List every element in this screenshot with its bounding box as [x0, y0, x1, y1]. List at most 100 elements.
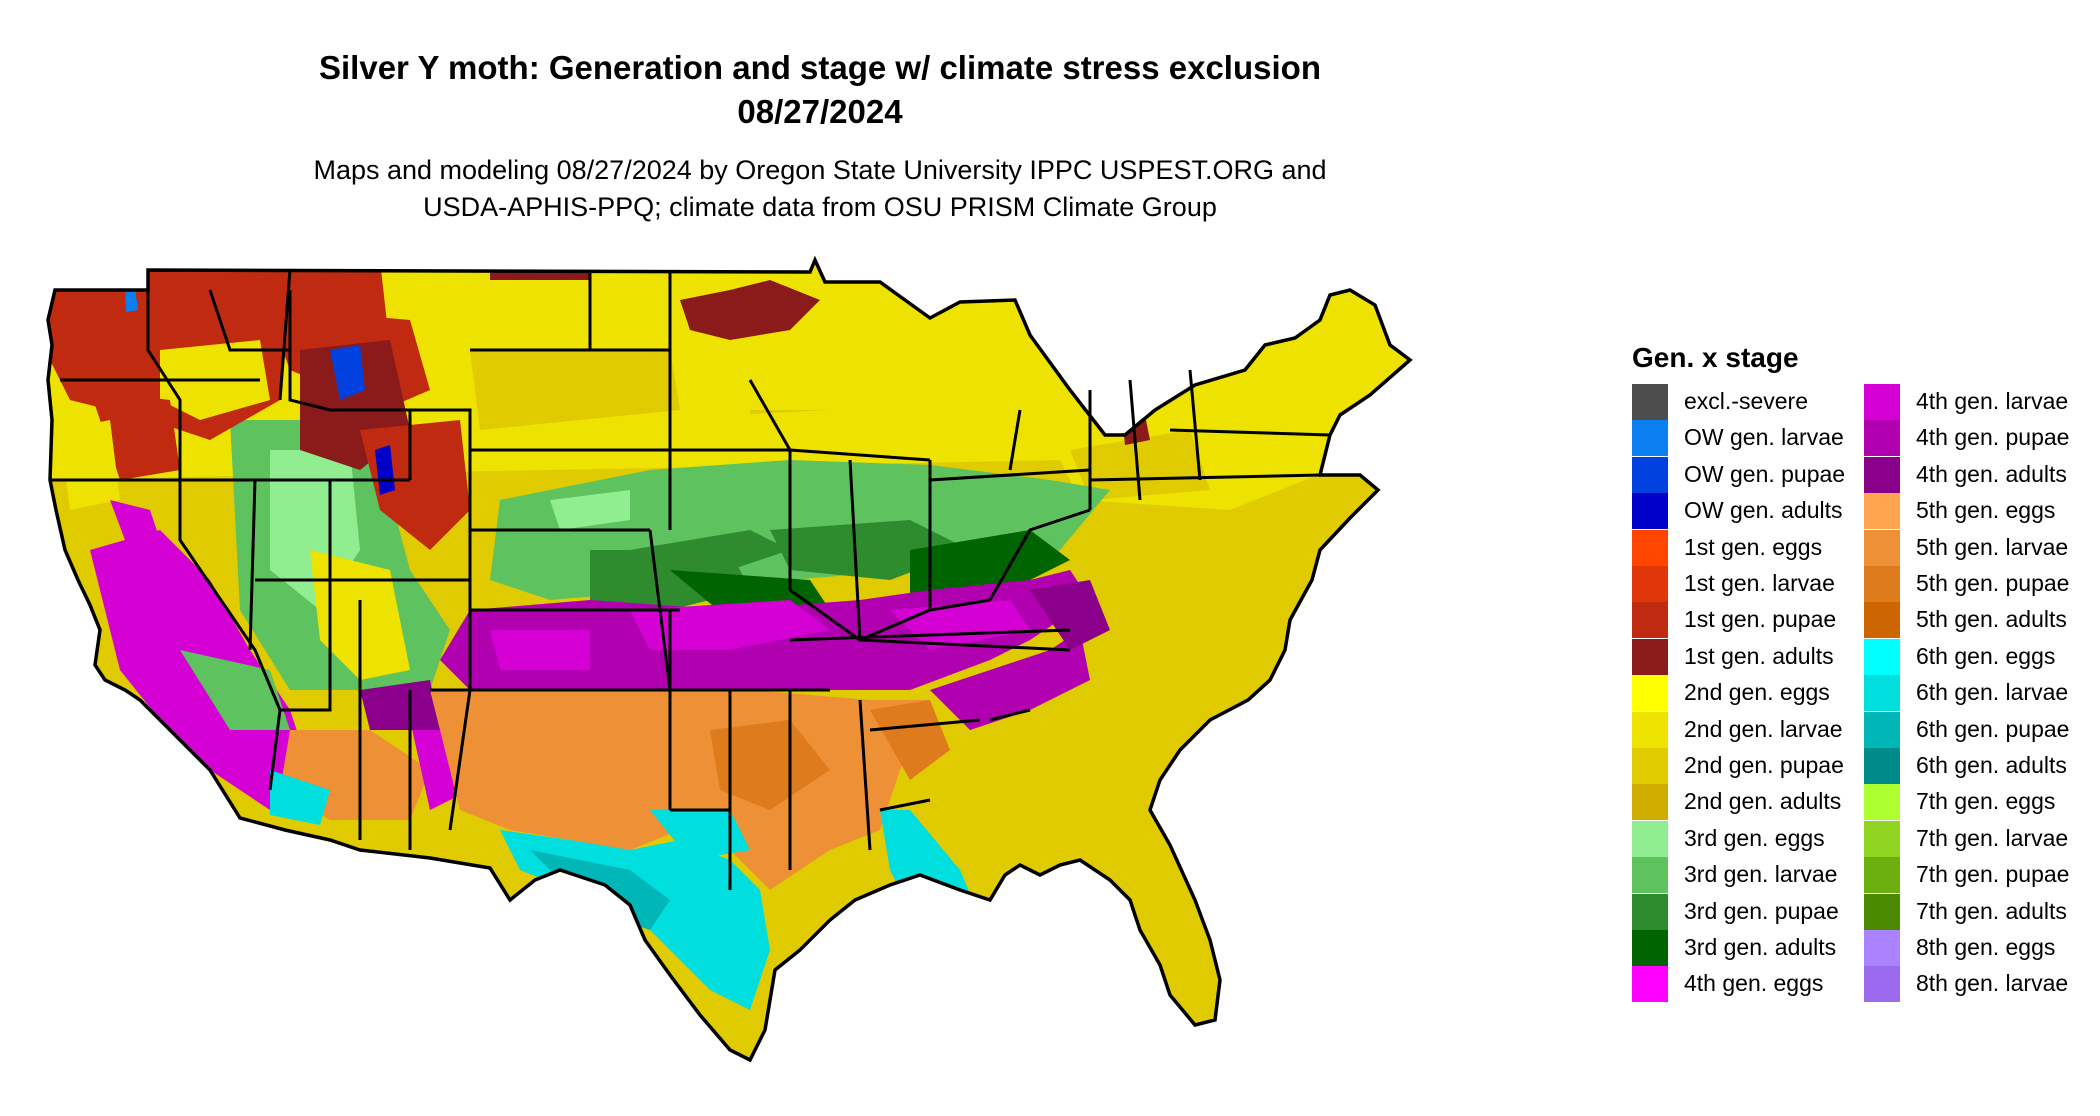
legend-label: 1st gen. pupae: [1684, 606, 1837, 633]
legend-swatch: [1632, 820, 1668, 857]
legend-swatch: [1864, 493, 1900, 530]
legend-label: 8th gen. eggs: [1916, 934, 2056, 960]
legend-item: 1st gen. pupae: [1632, 602, 1862, 639]
legend-label: 2nd gen. adults: [1684, 788, 1842, 815]
legend-label: 3rd gen. pupae: [1684, 897, 1839, 924]
legend-swatch: [1864, 784, 1900, 821]
legend-label: 2nd gen. pupae: [1684, 752, 1844, 778]
legend-swatch: [1864, 748, 1900, 784]
legend-item: 5th gen. eggs: [1864, 493, 2094, 530]
legend-label: 5th gen. larvae: [1916, 533, 2069, 560]
legend: excl.-severe OW gen. larvae OW gen. pupae O…: [1632, 384, 2092, 1004]
legend-swatch: [1864, 529, 1900, 566]
legend-label: 4th gen. pupae: [1916, 424, 2070, 451]
legend-label: 2nd gen. eggs: [1684, 679, 1830, 706]
legend-item: 7th gen. larvae: [1864, 820, 2094, 857]
legend-item: 3rd gen. adults: [1632, 930, 1862, 966]
legend-swatch: [1632, 566, 1668, 602]
legend-swatch: [1632, 966, 1668, 1003]
legend-label: 3rd gen. adults: [1684, 934, 1837, 960]
map-title-line1: Silver Y moth: Generation and stage w/ c…: [319, 49, 1321, 86]
legend-swatch: [1632, 493, 1668, 530]
legend-swatch: [1864, 566, 1900, 602]
legend-item: OW gen. larvae: [1632, 420, 1862, 457]
legend-item: 1st gen. larvae: [1632, 566, 1862, 602]
legend-swatch: [1632, 602, 1668, 639]
legend-label: 8th gen. larvae: [1916, 970, 2069, 997]
map-title-date: 08/27/2024: [737, 93, 903, 130]
legend-item: 5th gen. pupae: [1864, 566, 2094, 602]
legend-item: OW gen. adults: [1632, 493, 1862, 530]
legend-label: 6th gen. eggs: [1916, 642, 2056, 669]
legend-label: 4th gen. adults: [1916, 460, 2067, 487]
legend-item: 4th gen. eggs: [1632, 966, 1862, 1003]
legend-swatch: [1632, 456, 1668, 493]
legend-swatch: [1864, 675, 1900, 712]
legend-swatch: [1864, 456, 1900, 493]
legend-item: 7th gen. adults: [1864, 893, 2094, 930]
legend-label: 2nd gen. larvae: [1684, 715, 1843, 742]
legend-swatch: [1864, 930, 1900, 966]
legend-item: 2nd gen. adults: [1632, 784, 1862, 821]
legend-label: excl.-severe: [1684, 388, 1808, 414]
legend-swatch: [1864, 602, 1900, 639]
legend-label: 7th gen. eggs: [1916, 788, 2056, 815]
legend-item: excl.-severe: [1632, 384, 1862, 420]
map-title: Silver Y moth: Generation and stage w/ c…: [0, 46, 1640, 134]
legend-swatch: [1632, 420, 1668, 457]
legend-label: 7th gen. pupae: [1916, 861, 2070, 888]
legend-swatch: [1864, 966, 1900, 1003]
legend-swatch: [1864, 384, 1900, 420]
legend-item: 2nd gen. larvae: [1632, 711, 1862, 748]
legend-label: 6th gen. pupae: [1916, 715, 2070, 742]
state-borders: [46, 258, 1412, 1062]
legend-swatch: [1864, 638, 1900, 675]
legend-label: 4th gen. eggs: [1684, 970, 1824, 997]
us-map-canvas: [46, 258, 1412, 1062]
legend-swatch: [1632, 529, 1668, 566]
legend-item: 1st gen. adults: [1632, 638, 1862, 675]
legend-label: 1st gen. adults: [1684, 642, 1834, 669]
legend-item: 2nd gen. pupae: [1632, 748, 1862, 784]
legend-label: 4th gen. larvae: [1916, 388, 2069, 414]
map-subtitle: Maps and modeling 08/27/2024 by Oregon S…: [0, 152, 1640, 226]
legend-item: 7th gen. pupae: [1864, 857, 2094, 894]
legend-label: OW gen. larvae: [1684, 424, 1844, 451]
legend-item: 4th gen. adults: [1864, 456, 2094, 493]
legend-swatch: [1864, 893, 1900, 930]
legend-swatch: [1864, 820, 1900, 857]
legend-label: 3rd gen. eggs: [1684, 824, 1825, 851]
legend-swatch: [1632, 784, 1668, 821]
legend-item: 3rd gen. larvae: [1632, 857, 1862, 894]
legend-swatch: [1864, 857, 1900, 894]
legend-item: 3rd gen. eggs: [1632, 820, 1862, 857]
legend-item: 2nd gen. eggs: [1632, 675, 1862, 712]
legend-label: 1st gen. eggs: [1684, 533, 1823, 560]
legend-label: 6th gen. adults: [1916, 752, 2067, 778]
legend-item: 1st gen. eggs: [1632, 529, 1862, 566]
legend-swatch: [1864, 420, 1900, 457]
legend-label: OW gen. adults: [1684, 497, 1843, 524]
legend-item: 6th gen. pupae: [1864, 711, 2094, 748]
legend-item: 4th gen. larvae: [1864, 384, 2094, 420]
legend-swatch: [1632, 930, 1668, 966]
legend-label: 3rd gen. larvae: [1684, 861, 1838, 888]
legend-item: 7th gen. eggs: [1864, 784, 2094, 821]
legend-item: 6th gen. eggs: [1864, 638, 2094, 675]
map-subtitle-line2: USDA-APHIS-PPQ; climate data from OSU PR…: [423, 192, 1217, 222]
legend-label: 6th gen. larvae: [1916, 679, 2069, 706]
legend-label: 7th gen. adults: [1916, 897, 2067, 924]
legend-title: Gen. x stage: [1632, 342, 1799, 373]
map-subtitle-line1: Maps and modeling 08/27/2024 by Oregon S…: [313, 155, 1327, 185]
legend-swatch: [1632, 893, 1668, 930]
legend-swatch: [1864, 711, 1900, 748]
legend-swatch: [1632, 748, 1668, 784]
legend-item: 8th gen. eggs: [1864, 930, 2094, 966]
legend-label: OW gen. pupae: [1684, 460, 1846, 487]
us-map: [30, 250, 1590, 1110]
legend-item: OW gen. pupae: [1632, 456, 1862, 493]
legend-item: 5th gen. larvae: [1864, 529, 2094, 566]
legend-item: 8th gen. larvae: [1864, 966, 2094, 1003]
legend-item: 4th gen. pupae: [1864, 420, 2094, 457]
legend-item: 6th gen. larvae: [1864, 675, 2094, 712]
